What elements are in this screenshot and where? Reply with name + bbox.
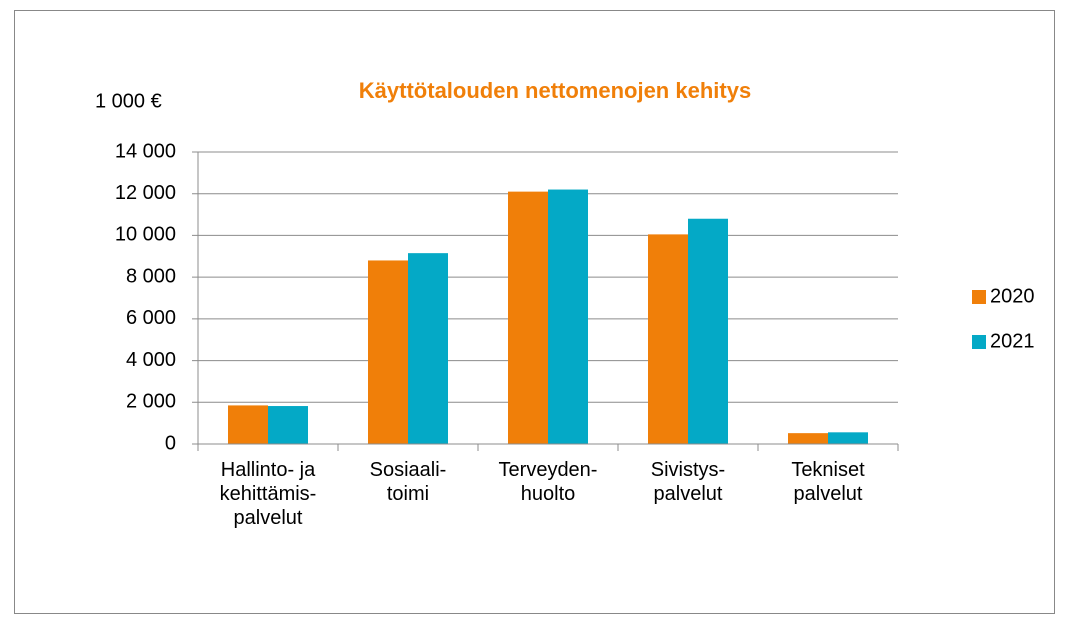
chart-title: Käyttötalouden nettomenojen kehitys	[359, 78, 751, 103]
bar	[828, 432, 868, 444]
bar	[268, 406, 308, 444]
y-tick-label: 4 000	[126, 349, 176, 371]
x-tick-label: Tekniset palvelut	[791, 459, 865, 505]
y-tick-label: 0	[165, 432, 176, 454]
bar	[408, 253, 448, 444]
x-tick-label: Terveyden- huolto	[498, 459, 598, 505]
x-tick-label: Sivistys- palvelut	[650, 459, 726, 505]
bar	[548, 189, 588, 444]
y-tick-label: 6 000	[126, 307, 176, 329]
legend-label: 2021	[990, 330, 1035, 352]
bar	[688, 218, 728, 444]
y-tick-label: 10 000	[115, 224, 176, 246]
bar	[648, 234, 688, 444]
bar	[228, 405, 268, 444]
y-tick-label: 8 000	[126, 265, 176, 287]
bar	[788, 433, 828, 444]
bar	[368, 260, 408, 444]
legend-label: 2020	[990, 285, 1035, 307]
legend-swatch	[972, 335, 986, 349]
y-tick-label: 14 000	[115, 140, 176, 162]
x-tick-label: Hallinto- ja kehittämis- palvelut	[219, 459, 317, 529]
y-tick-label: 12 000	[115, 182, 176, 204]
y-tick-label: 2 000	[126, 391, 176, 413]
bar	[508, 191, 548, 444]
legend-swatch	[972, 290, 986, 304]
y-axis-label: 1 000 €	[95, 90, 162, 112]
x-tick-label: Sosiaali- toimi	[369, 459, 447, 505]
